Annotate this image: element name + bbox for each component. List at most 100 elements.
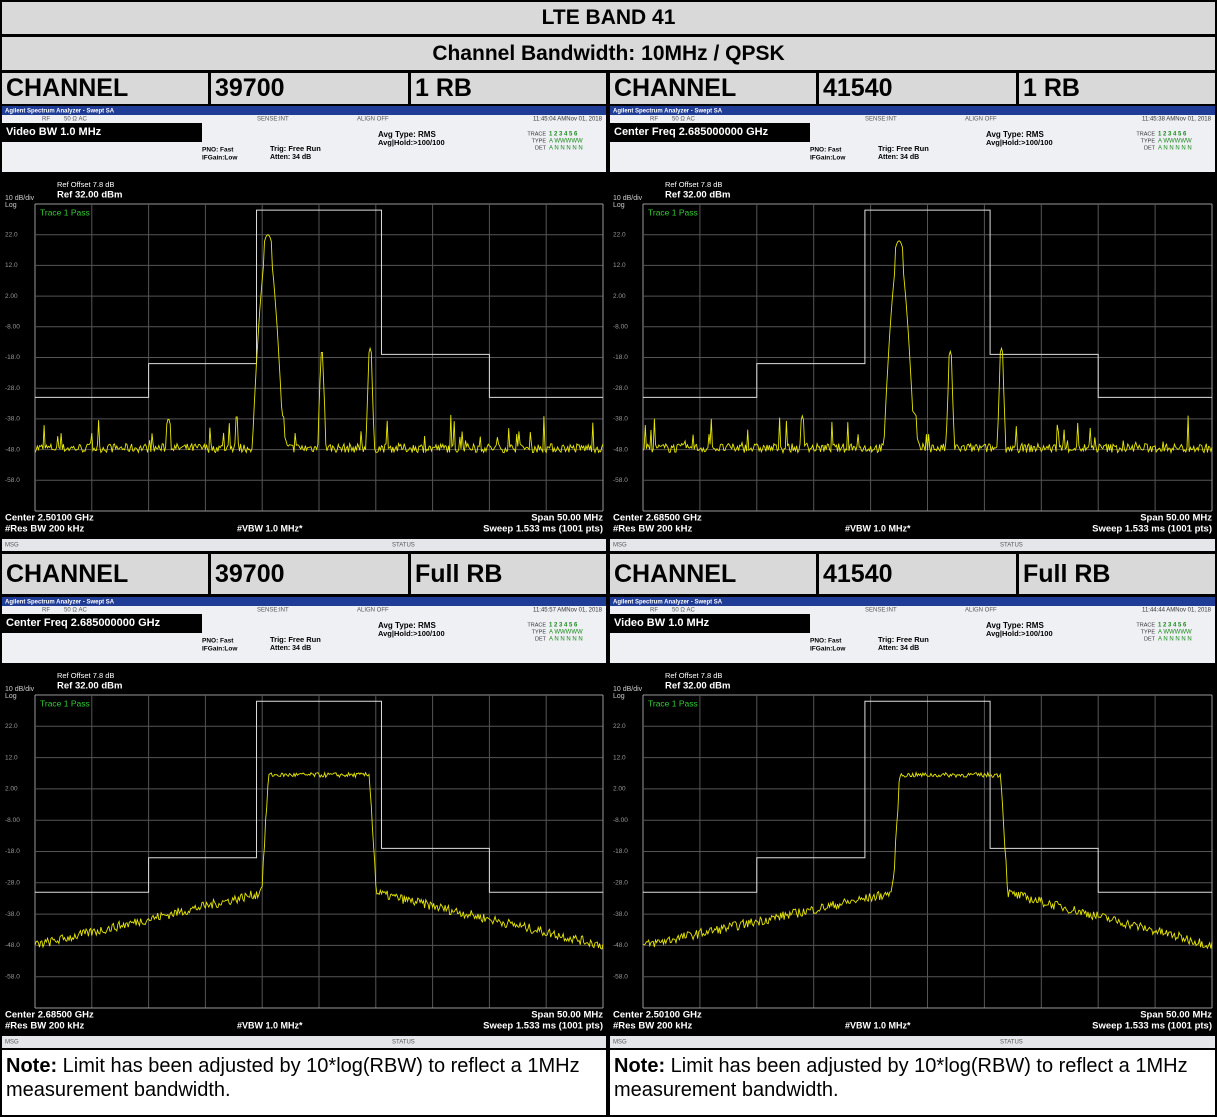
screen-text: DET [535,145,547,151]
screen-text: Avg|Hold:>100/100 [986,629,1053,638]
screen-text: Span 50.00 MHz [1140,1010,1212,1021]
screen-text: Trace 1 Pass [648,698,698,708]
screen-text: TRACE [527,131,546,137]
channel: 41540 [819,73,1016,104]
screenshot: Agilent Spectrum Analyzer - Swept SARF50… [2,597,606,1048]
status-bar [2,539,606,551]
screen-text: Center 2.50100 GHz [613,1010,702,1021]
screen-text: MSG [5,543,19,549]
screen-text: Video BW 1.0 MHz [614,617,710,629]
screen-text: Ref Offset 7.8 dB [665,180,722,189]
screen-text: -38.0 [5,416,20,423]
screen-text: Atten: 34 dB [878,154,919,161]
screen-text: -28.0 [5,880,20,887]
screen-text: -18.0 [5,354,20,361]
screen-text: ALIGN OFF [357,117,389,123]
screen-text: 1 2 3 4 5 6 [1158,623,1187,629]
screen-text: #VBW 1.0 MHz* [237,523,303,533]
screen-text: Log [5,693,17,700]
screen-text: -58.0 [613,477,628,484]
subtitle: Channel Bandwidth: 10MHz / QPSK [2,37,1215,70]
screen-text: 22.0 [5,723,18,730]
screen-text: IFGain:Low [202,646,238,653]
screen-text: PNO: Fast [202,147,234,154]
screen-text: #VBW 1.0 MHz* [237,1020,303,1030]
note-text: Limit has been adjusted by 10*log(RBW) t… [614,1055,1188,1101]
screen-text: TRACE [1136,131,1155,137]
screen-text: #VBW 1.0 MHz* [845,523,911,533]
screen-text: SENSE:INT [257,608,289,614]
screen-text: Log [613,693,625,700]
screen-text: TYPE [532,629,547,635]
screen-text: Sweep 1.533 ms (1001 pts) [1092,524,1212,535]
screen-text: 11:45:38 AMNov 01, 2018 [1142,117,1212,123]
screen-text: A WWWWW [1158,630,1192,636]
screen-text: -8.00 [5,324,20,331]
screen-text: Log [5,202,17,209]
channel: 41540 [819,554,1016,594]
screen-text: Trig: Free Run [270,635,321,644]
screen-text: Atten: 34 dB [270,645,311,652]
screen-text: -58.0 [5,973,20,980]
screen-text: ALIGN OFF [965,117,997,123]
screen-text: 22.0 [613,231,626,238]
screen-text: -18.0 [5,848,20,855]
screen-text: 10 dB/div [613,195,643,202]
screen-text: 50 Ω AC [64,117,87,123]
screen-text: Sweep 1.533 ms (1001 pts) [483,524,603,535]
screen-text: A N N N N N [1158,637,1192,643]
screen-text: Span 50.00 MHz [1140,513,1212,524]
screen-text: 1 2 3 4 5 6 [549,623,578,629]
title: LTE BAND 41 [2,2,1215,34]
screen-text: Ref 32.00 dBm [57,190,122,201]
screen-text: Ref 32.00 dBm [57,681,122,692]
screen-text: -58.0 [5,477,20,484]
analyzer-screen: Agilent Spectrum Analyzer - Swept SARF50… [2,597,606,1048]
screen-text: Trace 1 Pass [40,207,90,217]
screen-text: Center 2.68500 GHz [613,513,702,524]
screen-text: Span 50.00 MHz [531,513,603,524]
note: Note: Limit has been adjusted by 10*log(… [610,1050,1215,1115]
page: LTE BAND 41 Channel Bandwidth: 10MHz / Q… [0,0,1217,1117]
channel: 39700 [211,73,408,104]
screen-text: -18.0 [613,848,628,855]
screen-text: Avg|Hold:>100/100 [986,138,1053,147]
screen-text: MSG [5,1040,19,1046]
status-bar [610,539,1215,551]
note-text: Limit has been adjusted by 10*log(RBW) t… [6,1055,580,1101]
screen-text: A WWWWW [549,139,583,145]
screen-text: Trace 1 Pass [648,207,698,217]
screen-text: Sweep 1.533 ms (1001 pts) [483,1021,603,1032]
screen-text: -38.0 [5,911,20,918]
screen-text: STATUS [392,543,415,549]
screen-text: MSG [613,1040,627,1046]
channel-label: CHANNEL [2,73,208,104]
screen-text: IFGain:Low [810,155,846,162]
rb: 1 RB [1019,73,1215,104]
screen-text: A N N N N N [549,637,583,643]
note-label: Note: [6,1055,57,1077]
screen-text: ALIGN OFF [357,608,389,614]
screen-text: 1 2 3 4 5 6 [1158,132,1187,138]
screen-text: STATUS [1000,543,1023,549]
screen-text: Ref 32.00 dBm [665,190,730,201]
screen-text: SENSE:INT [257,117,289,123]
screen-text: -28.0 [613,385,628,392]
screen-text: A N N N N N [1158,146,1192,152]
screen-text: Sweep 1.533 ms (1001 pts) [1092,1021,1212,1032]
screen-text: SENSE:INT [865,608,897,614]
screen-text: TYPE [532,138,547,144]
screen-text: Atten: 34 dB [878,645,919,652]
screen-text: IFGain:Low [202,155,238,162]
screen-text: 10 dB/div [5,686,35,693]
screen-text: Avg|Hold:>100/100 [378,629,445,638]
channel-label: CHANNEL [610,73,816,104]
screen-text: Center 2.68500 GHz [5,1010,94,1021]
screen-text: Agilent Spectrum Analyzer - Swept SA [5,109,115,115]
screen-text: -48.0 [5,446,20,453]
screen-text: 11:45:04 AMNov 01, 2018 [533,117,603,123]
screen-text: 10 dB/div [5,195,35,202]
screen-text: Ref Offset 7.8 dB [57,180,114,189]
screen-text: Trig: Free Run [878,635,929,644]
